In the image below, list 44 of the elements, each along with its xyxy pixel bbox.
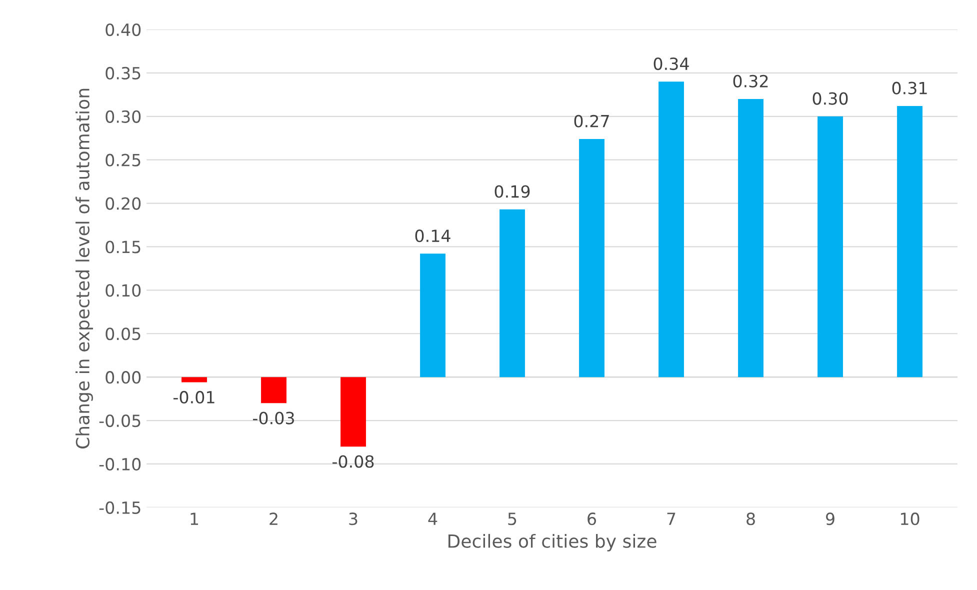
y-tick-label: 0.10	[106, 284, 141, 297]
y-tick-label: 0.30	[106, 110, 141, 123]
x-tick-label: 4	[428, 512, 438, 525]
data-label: 0.14	[415, 230, 450, 242]
y-tick-label: 0.20	[106, 197, 141, 210]
x-tick-label: 5	[508, 512, 516, 526]
y-tick-label: 0.40	[106, 23, 141, 36]
y-tick-label: -0.05	[99, 414, 140, 428]
bar	[500, 209, 525, 378]
bar	[658, 82, 684, 378]
bar	[340, 377, 366, 447]
y-tick-label: 0.05	[106, 328, 140, 340]
data-label: 0.34	[654, 57, 689, 70]
data-label: 0.32	[733, 74, 768, 88]
data-label: -0.08	[332, 455, 374, 468]
y-tick-label: 0.15	[106, 240, 140, 254]
x-axis-title: Deciles of cities by size	[448, 534, 656, 552]
x-tick-label: 2	[270, 512, 278, 525]
y-tick-label: -0.15	[99, 501, 140, 514]
x-tick-label: 9	[826, 512, 834, 526]
data-label: -0.03	[253, 412, 294, 424]
bar	[897, 106, 922, 378]
x-tick-label: 3	[349, 512, 358, 526]
x-tick-label: 8	[746, 512, 755, 526]
x-tick-label: 10	[900, 512, 920, 526]
x-tick-label: 7	[667, 512, 676, 525]
bar	[182, 377, 207, 382]
data-label: 0.19	[494, 185, 530, 198]
data-label: 0.31	[892, 82, 927, 94]
x-tick-label: 1	[190, 512, 198, 525]
x-tick-label: 6	[588, 512, 596, 526]
data-label: 0.27	[574, 114, 609, 128]
y-tick-label: 0.00	[106, 371, 141, 384]
bar	[738, 99, 764, 378]
data-label: 0.30	[812, 92, 848, 105]
bar	[420, 254, 446, 378]
bar	[579, 138, 604, 378]
y-axis-title: Change in expected level of automation	[76, 88, 94, 448]
y-tick-label: -0.10	[99, 458, 141, 471]
bar	[818, 116, 843, 378]
data-label: -0.01	[174, 390, 214, 404]
y-tick-label: 0.35	[106, 66, 140, 80]
y-tick-label: 0.25	[106, 154, 140, 166]
bar	[261, 377, 286, 404]
